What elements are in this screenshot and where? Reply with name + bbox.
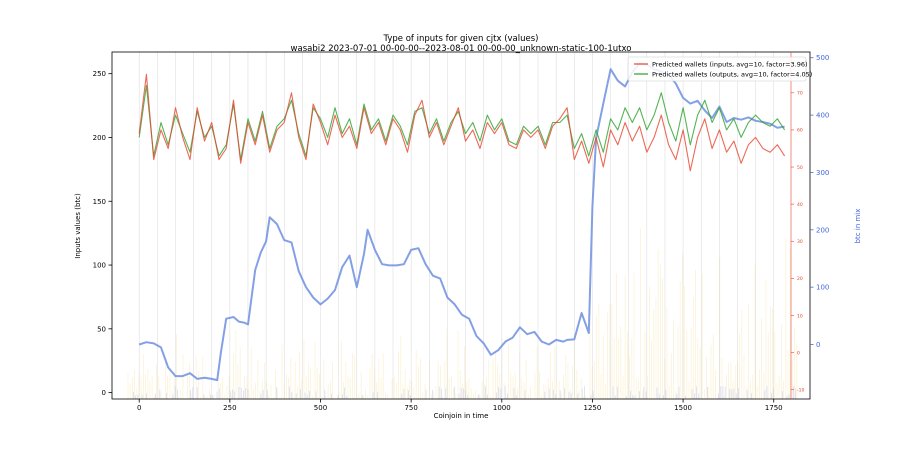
chart-subtitle: wasabi2 2023-07-01 00-00-00--2023-08-01 … xyxy=(291,44,632,54)
y3-tick-label: 10 xyxy=(797,313,803,319)
y2-tick-label: 300 xyxy=(816,169,829,177)
y-tick-label: 200 xyxy=(93,134,106,142)
y3-tick-label: 50 xyxy=(797,165,803,171)
y2-axis-label: btc in mix xyxy=(854,209,862,244)
y-axis-left: 0 50 100 150 200 250 xyxy=(93,70,112,397)
y-tick-label: 50 xyxy=(97,325,106,333)
inputs-wallets-line xyxy=(138,73,786,172)
background-bars xyxy=(127,228,798,399)
y2-tick-label: 100 xyxy=(816,284,829,292)
x-tick-label: 0 xyxy=(137,404,141,412)
x-tick-label: 500 xyxy=(314,404,327,412)
y3-tick-label: 40 xyxy=(797,202,803,208)
y-axis-right-red: -10 0 10 20 30 40 50 60 70 xyxy=(790,52,804,399)
y2-tick-label: 0 xyxy=(816,341,820,349)
y-axis-right-blue: 0 100 200 300 400 500 xyxy=(810,54,829,349)
x-tick-label: 1500 xyxy=(674,404,692,412)
y3-tick-label: 0 xyxy=(797,350,800,356)
y3-tick-label: 30 xyxy=(797,239,803,245)
y3-tick-label: -10 xyxy=(797,388,804,394)
x-axis-label: Coinjoin in time xyxy=(434,412,489,420)
y3-tick-label: 60 xyxy=(797,128,803,134)
y2-tick-label: 200 xyxy=(816,226,829,234)
y-tick-label: 150 xyxy=(93,198,106,206)
legend-box xyxy=(627,56,807,82)
legend: Predicted wallets (inputs, avg=10, facto… xyxy=(627,56,812,82)
x-axis: 0 250 500 750 1000 1250 1500 1750 xyxy=(137,399,783,412)
x-tick-label: 1000 xyxy=(493,404,511,412)
legend-label-inputs: Predicted wallets (inputs, avg=10, facto… xyxy=(652,61,808,69)
y2-tick-label: 500 xyxy=(816,54,829,62)
chart-title: Type of inputs for given cjtx (values) xyxy=(383,34,539,44)
x-tick-label: 250 xyxy=(223,404,236,412)
y-axis-label: Inputs values (btc) xyxy=(74,193,82,259)
y-tick-label: 250 xyxy=(93,70,106,78)
y-tick-label: 100 xyxy=(93,262,106,270)
y3-tick-label: 70 xyxy=(797,91,803,97)
x-tick-label: 750 xyxy=(404,404,417,412)
y3-tick-label: 20 xyxy=(797,276,803,282)
vertical-grid-lines xyxy=(138,52,774,399)
plot-frame xyxy=(111,51,811,400)
y2-tick-label: 400 xyxy=(816,112,829,120)
x-tick-label: 1750 xyxy=(765,404,783,412)
x-tick-label: 1250 xyxy=(584,404,602,412)
y-tick-label: 0 xyxy=(102,389,106,397)
legend-label-outputs: Predicted wallets (outputs, avg=10, fact… xyxy=(652,71,812,79)
